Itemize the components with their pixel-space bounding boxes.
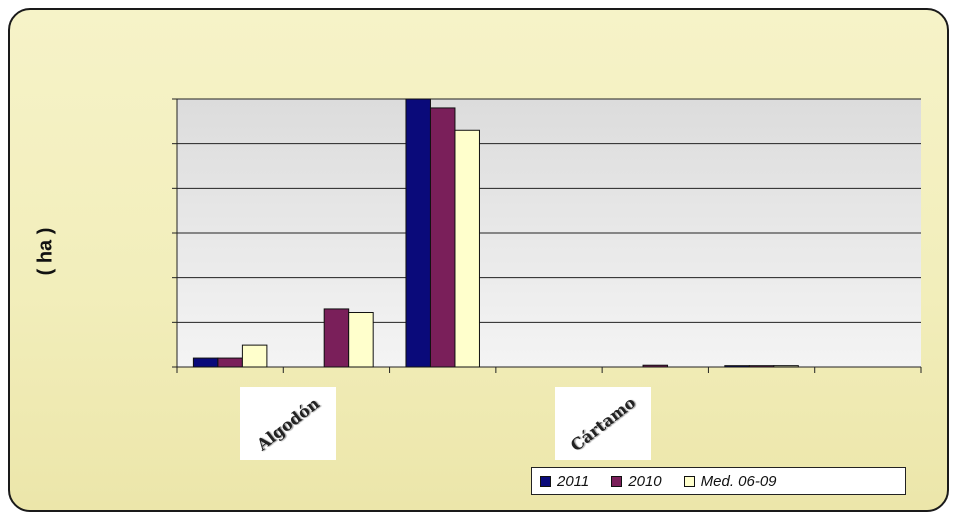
- category-label-algodon: Algodón: [240, 387, 336, 460]
- legend-swatch-med: [683, 475, 695, 487]
- legend-label-med: Med. 06-09: [700, 472, 777, 490]
- bar-med-06-09-1: [348, 312, 374, 368]
- bar-2010-4: [642, 364, 669, 368]
- bar-2011-0: [192, 357, 219, 368]
- bar-2010-1: [323, 308, 350, 368]
- category-label-cartamo: Cártamo: [555, 387, 651, 460]
- legend-swatch-2011: [540, 475, 551, 487]
- bar-2011-2: [405, 98, 431, 368]
- legend-item-2011: 2011: [540, 473, 589, 490]
- bar-2010-5: [748, 365, 775, 368]
- bar-med-06-09-2: [454, 129, 480, 368]
- chart-legend: 2011 2010 Med. 06-09: [531, 467, 906, 495]
- legend-item-med: Med. 06-09: [683, 472, 777, 490]
- bar-2010-2: [429, 107, 456, 368]
- legend-item-2010: 2010: [611, 472, 662, 490]
- legend-label-2011: 2011: [557, 472, 590, 490]
- legend-label-2010: 2010: [628, 472, 662, 490]
- legend-swatch-2010: [611, 475, 623, 487]
- bar-2011-5: [724, 365, 750, 368]
- bar-2010-0: [217, 357, 243, 368]
- bar-med-06-09-0: [241, 344, 268, 368]
- bar-med-06-09-5: [773, 365, 799, 368]
